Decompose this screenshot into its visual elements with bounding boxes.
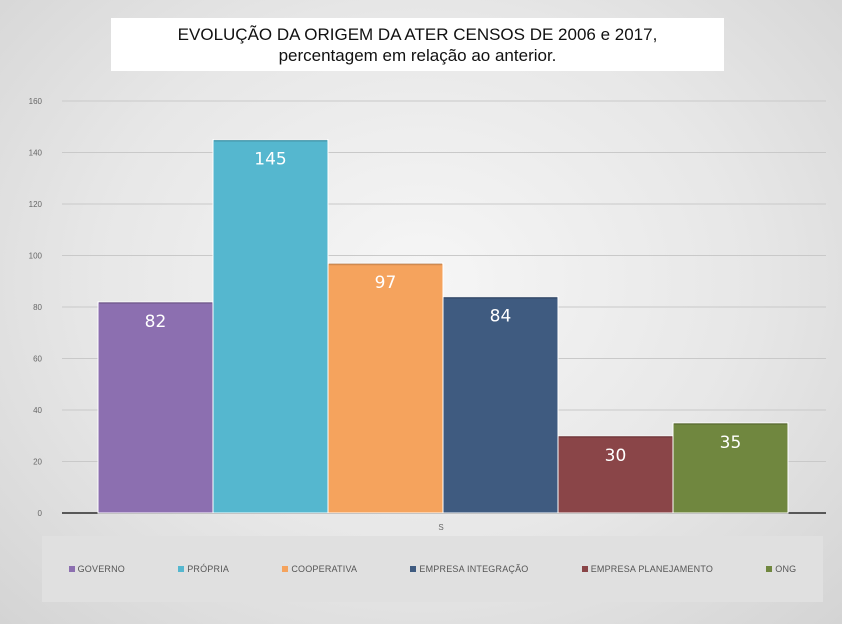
legend-label: GOVERNO — [77, 564, 126, 574]
bar-ong — [672, 422, 789, 514]
chart-title: EVOLUÇÃO DA ORIGEM DA ATER CENSOS DE 200… — [111, 18, 724, 71]
chart-title-line-1: EVOLUÇÃO DA ORIGEM DA ATER CENSOS DE 200… — [177, 24, 658, 44]
legend-item: PRÓPRIA — [178, 564, 229, 574]
y-tick-label: 20 — [33, 458, 42, 467]
bar-empresa-integração — [442, 296, 559, 514]
legend-item: ONG — [766, 564, 796, 574]
legend-label: PRÓPRIA — [187, 564, 230, 574]
y-tick-label: 80 — [33, 303, 42, 312]
data-label: 145 — [254, 150, 286, 170]
legend-item: EMPRESA INTEGRAÇÃO — [410, 564, 528, 574]
y-tick-label: 0 — [38, 509, 43, 518]
data-label: 30 — [605, 446, 627, 466]
y-tick-label: 60 — [33, 355, 42, 364]
legend-swatch — [68, 566, 75, 572]
data-label: 35 — [720, 433, 742, 453]
legend-swatch — [410, 566, 417, 572]
legend-item: EMPRESA PLANEJAMENTO — [581, 564, 714, 574]
bar-chart: 0 20 40 60 80 100 120 140 160 82 145 97 84 30 35 S — [29, 97, 826, 532]
y-tick-label: 160 — [29, 97, 43, 106]
x-category-label: S — [438, 523, 443, 532]
data-label: 97 — [375, 273, 397, 293]
bar-cooperativa — [327, 262, 444, 514]
legend-label: EMPRESA INTEGRAÇÃO — [419, 564, 529, 574]
chart-legend: GOVERNO PRÓPRIA COOPERATIVA EMPRESA INTEGRA… — [42, 536, 823, 602]
bar-própria — [212, 139, 329, 514]
bar-governo — [97, 301, 214, 514]
data-label: 82 — [145, 312, 167, 332]
y-tick-label: 140 — [29, 149, 43, 158]
y-tick-label: 100 — [29, 252, 43, 261]
legend-label: COOPERATIVA — [291, 564, 358, 574]
legend-item: GOVERNO — [68, 564, 126, 574]
legend-swatch — [581, 566, 588, 572]
legend-swatch — [766, 566, 773, 572]
data-label: 84 — [490, 307, 512, 327]
legend-label: EMPRESA PLANEJAMENTO — [590, 564, 714, 574]
chart-title-line-2: percentagem em relação ao anterior. — [278, 45, 557, 65]
y-tick-label: 120 — [29, 200, 43, 209]
legend-label: ONG — [775, 564, 797, 574]
y-tick-label: 40 — [33, 406, 42, 415]
legend-item: COOPERATIVA — [282, 564, 357, 574]
legend-swatch — [282, 566, 289, 572]
legend-swatch — [178, 566, 185, 572]
